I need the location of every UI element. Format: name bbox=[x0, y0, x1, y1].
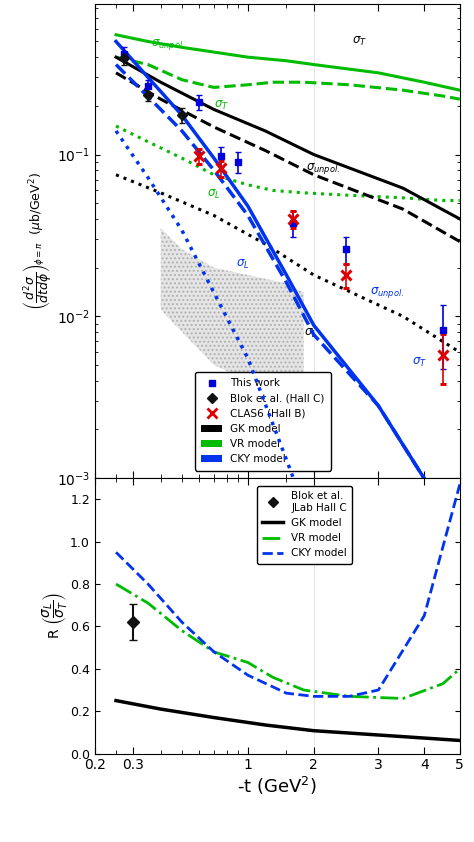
Polygon shape bbox=[161, 228, 304, 390]
Text: $\sigma_{unpol.}$: $\sigma_{unpol.}$ bbox=[370, 285, 404, 301]
Text: $\sigma_L$: $\sigma_L$ bbox=[236, 258, 249, 271]
Text: $\sigma_T$: $\sigma_T$ bbox=[214, 99, 229, 113]
X-axis label: -t (GeV$^2$): -t (GeV$^2$) bbox=[237, 775, 317, 797]
Text: $\sigma_{unpol.}$: $\sigma_{unpol.}$ bbox=[151, 37, 185, 52]
Legend: This work, Blok et al. (Hall C), CLAS6 (Hall B), GK model, VR model, CKY model: This work, Blok et al. (Hall C), CLAS6 (… bbox=[195, 372, 331, 471]
Y-axis label: $\left(\dfrac{d^2\sigma}{dtd\phi}\right)_{\!\phi=\pi}$  ($\mu$b/GeV$^2$): $\left(\dfrac{d^2\sigma}{dtd\phi}\right)… bbox=[22, 172, 55, 310]
Text: $\sigma_L$: $\sigma_L$ bbox=[207, 188, 220, 200]
Legend: Blok et al.
JLab Hall C, GK model, VR model, CKY model: Blok et al. JLab Hall C, GK model, VR mo… bbox=[257, 486, 352, 563]
Text: $\sigma_L$: $\sigma_L$ bbox=[304, 328, 317, 340]
Y-axis label: R $\left(\dfrac{\sigma_L}{\sigma_T}\right)$: R $\left(\dfrac{\sigma_L}{\sigma_T}\righ… bbox=[41, 592, 70, 639]
Text: $\sigma_T$: $\sigma_T$ bbox=[353, 35, 367, 48]
Text: $\sigma_T$: $\sigma_T$ bbox=[412, 355, 427, 369]
Text: $\sigma_{unpol.}$: $\sigma_{unpol.}$ bbox=[306, 161, 340, 176]
